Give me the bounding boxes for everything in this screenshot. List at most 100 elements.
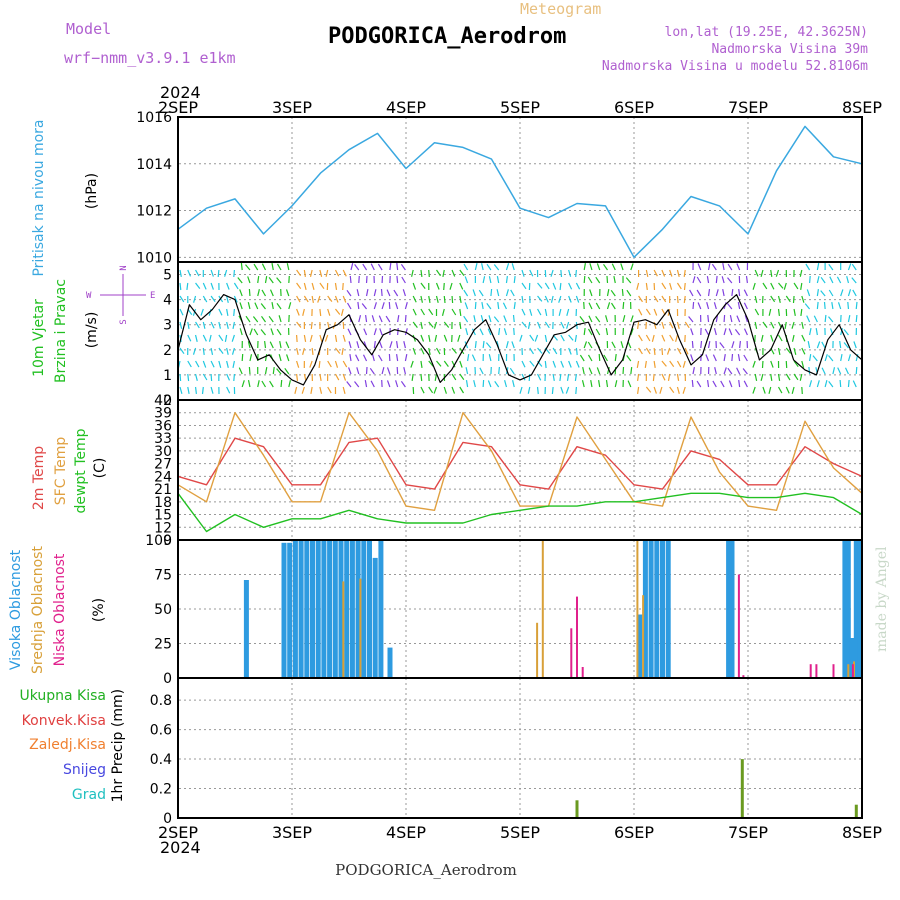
wind-arrow: [723, 353, 726, 362]
wind-arrow: [737, 353, 741, 362]
wind-arrow: [245, 264, 251, 271]
elevation: Nadmorska Visina 39m: [711, 42, 868, 57]
wind-arrow: [288, 380, 291, 388]
temp-tick-label: 12: [154, 520, 172, 536]
wind-arrow: [653, 360, 656, 368]
wind-arrow: [661, 347, 664, 356]
wind-arrow: [527, 321, 531, 330]
wind-arrow: [459, 269, 465, 276]
cloud-bar: [344, 540, 350, 678]
wind-arrow: [837, 302, 842, 310]
wind-arrow: [195, 360, 200, 368]
wind-arrow: [706, 302, 710, 310]
wind-arrow: [521, 282, 527, 290]
wind-arrow: [652, 373, 655, 382]
wind-arrow: [661, 282, 667, 290]
wind-arrow: [736, 263, 741, 271]
wind-arrow: [187, 373, 190, 382]
wind-arrow: [497, 302, 500, 310]
wind-arrow: [389, 341, 393, 349]
wind-arrow: [403, 367, 406, 375]
wind-arrow: [625, 277, 632, 284]
wind-arrow: [847, 379, 850, 388]
cloud-bar: [853, 661, 855, 678]
wind-arrow: [466, 354, 470, 362]
wind-arrow: [653, 347, 656, 356]
wind-arrow: [464, 302, 469, 310]
wind-arrow: [614, 380, 618, 388]
cloud-tick-label: 50: [154, 602, 172, 618]
wind-arrow: [248, 366, 251, 375]
wind-arrow: [712, 354, 717, 362]
precip-tick-label: 0.4: [150, 752, 172, 768]
wind-arrow: [379, 341, 383, 349]
wind-arrow: [253, 263, 259, 271]
wind-arrow: [676, 269, 680, 277]
wind-arrow: [233, 308, 236, 317]
wind-arrow: [342, 282, 344, 291]
wind-arrow: [412, 308, 417, 316]
wind-arrow: [496, 289, 500, 297]
precip-legend: Ukupna Kisa Konvek.Kisa Zaledj.Kisa Snij…: [19, 688, 106, 803]
wind-arrow: [247, 302, 251, 310]
wind-arrow: [503, 315, 508, 323]
wind-arrow: [380, 288, 383, 297]
wind-arrow: [226, 373, 231, 381]
cloud-bar: [332, 540, 338, 678]
wind-arrow: [843, 329, 849, 336]
wind-arrow: [661, 321, 665, 329]
wind-arrow: [451, 347, 457, 354]
wind-arrow: [327, 386, 332, 394]
wind-arrow: [276, 328, 282, 336]
wind-arrow: [713, 328, 717, 336]
wind-arrow: [420, 308, 426, 316]
wind-arrow: [295, 373, 299, 381]
wind-arrow: [583, 262, 586, 271]
temp-series-0: [177, 437, 863, 490]
wind-arrow: [397, 315, 400, 323]
wind-arrow: [661, 373, 666, 381]
wind-arrow: [319, 282, 325, 290]
wind-arrow: [318, 360, 321, 368]
wind-arrow: [249, 328, 253, 336]
date-tick-top: 5SEP: [500, 98, 540, 117]
wind-arrow: [482, 276, 486, 284]
wind-arrow: [465, 367, 469, 375]
wind-arrow: [536, 386, 539, 395]
wind-arrow: [473, 315, 476, 323]
wind-arrow: [731, 289, 734, 297]
wind-arrow: [560, 386, 564, 394]
wind-arrow: [226, 347, 229, 355]
wind-arrow: [638, 334, 643, 342]
wind-arrow: [847, 263, 852, 271]
cloud-bar: [832, 664, 835, 678]
wind-arrow: [511, 263, 515, 271]
wind-arrow: [401, 276, 406, 284]
wind-arrow: [791, 334, 795, 342]
wind-arrow: [179, 269, 182, 278]
wind-arrow: [210, 347, 214, 356]
wind-arrow: [598, 380, 601, 388]
wind-arrow: [589, 263, 593, 271]
wind-arrow: [472, 289, 476, 297]
wind-arrow: [420, 373, 423, 382]
wind-arrow: [195, 269, 200, 277]
wind-arrow: [558, 295, 562, 303]
wind-arrow: [361, 303, 368, 310]
wind-arrow: [690, 354, 694, 362]
wind-arrow: [347, 328, 352, 336]
wind-arrow: [486, 263, 492, 271]
wind-arrow: [583, 328, 586, 336]
wind-arrow: [696, 380, 702, 388]
wind-arrow: [605, 380, 609, 388]
wind-arrow: [443, 334, 448, 342]
wind-arrow: [719, 342, 725, 349]
cloud-unit: (%): [91, 598, 107, 622]
wind-arrow: [346, 289, 352, 297]
wind-arrow: [342, 295, 347, 303]
model-name: wrf−nmm_v3.9.1 e1km: [64, 49, 236, 67]
wind-arrow: [233, 373, 236, 382]
wind-arrow: [218, 321, 221, 329]
wind-arrow: [303, 373, 307, 381]
wind-arrow: [552, 282, 557, 290]
